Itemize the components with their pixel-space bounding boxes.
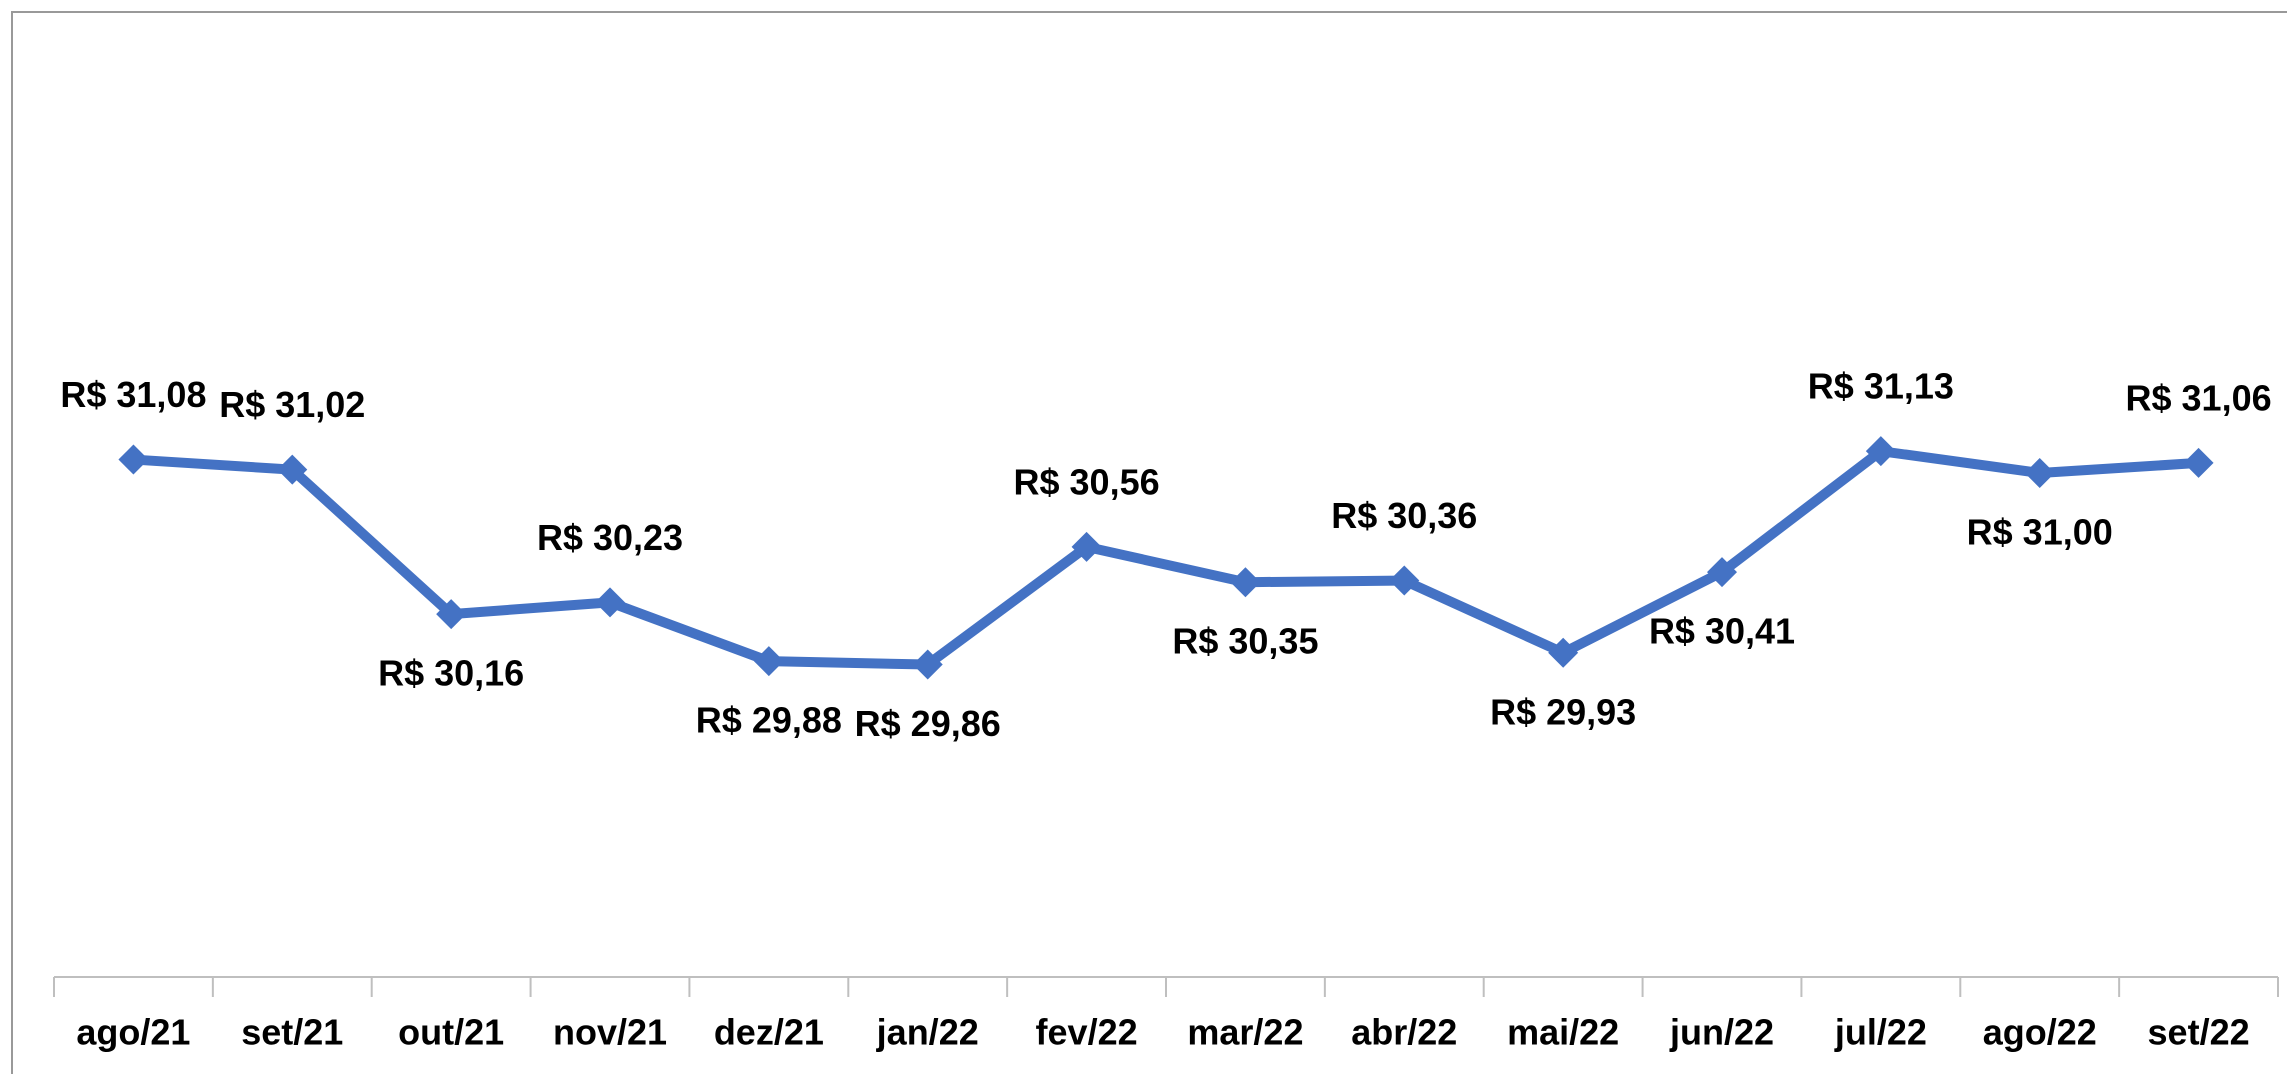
data-label: R$ 31,06 [2126,377,2272,418]
x-tick-label: dez/21 [714,1012,824,1053]
data-label: R$ 30,56 [1014,461,1160,502]
x-tick-label: out/21 [398,1012,504,1053]
x-tick-label: abr/22 [1351,1012,1457,1053]
x-tick-label: fev/22 [1036,1012,1138,1053]
x-tick-label: mai/22 [1507,1012,1619,1053]
data-label: R$ 31,08 [60,374,206,415]
x-tick-label: nov/21 [553,1012,667,1053]
data-label: R$ 30,16 [378,653,524,694]
marker [2183,447,2214,478]
x-tick-label: jan/22 [876,1012,979,1053]
marker [1230,567,1261,598]
marker [436,599,467,630]
marker [1071,531,1102,562]
marker [1548,637,1579,668]
data-label: R$ 30,36 [1331,495,1477,536]
data-label: R$ 29,93 [1490,691,1636,732]
data-label: R$ 30,23 [537,517,683,558]
data-label: R$ 29,88 [696,700,842,741]
marker [595,587,625,618]
marker [1865,436,1896,467]
data-label: R$ 31,00 [1967,512,2113,553]
marker [912,649,943,680]
data-label: R$ 30,41 [1649,611,1795,652]
x-tick-label: jun/22 [1669,1012,1774,1053]
x-tick-label: mar/22 [1187,1012,1303,1053]
x-tick-label: jul/22 [1834,1012,1927,1053]
x-tick-label: ago/22 [1983,1012,2097,1053]
data-label: R$ 29,86 [855,703,1001,744]
data-label: R$ 30,35 [1172,621,1318,662]
chart-border [11,11,2287,1074]
marker [118,444,149,475]
marker [1389,565,1420,596]
marker [277,454,308,485]
x-tick-label: set/21 [241,1012,343,1053]
x-tick-label: set/22 [2148,1012,2250,1053]
marker [753,646,784,677]
marker [2024,458,2055,488]
line [133,446,2199,670]
marker [1707,557,1737,588]
data-label: R$ 31,02 [219,384,365,425]
x-tick-label: ago/21 [76,1012,190,1053]
data-label: R$ 31,13 [1808,366,1954,407]
